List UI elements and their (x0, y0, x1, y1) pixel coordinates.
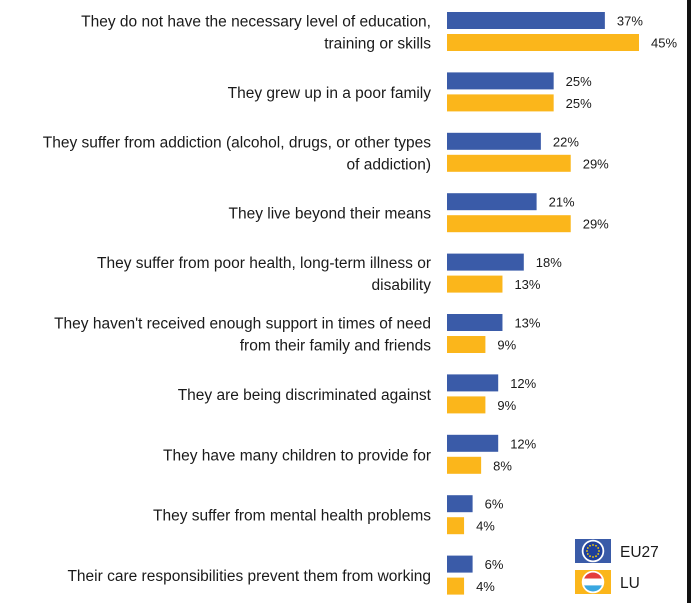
bar-eu27-3 (447, 193, 537, 211)
bar-eu27-4 (447, 253, 524, 271)
value-label-lu-2: 29% (583, 156, 609, 171)
bar-eu27-0 (447, 12, 605, 29)
window-edge (687, 0, 691, 603)
bar-eu27-2 (447, 132, 541, 150)
bar-eu27-6 (447, 374, 499, 392)
category-label-5: They haven't received enough support in … (54, 316, 431, 355)
value-label-eu27-3: 21% (549, 195, 575, 210)
legend-label-eu27: EU27 (620, 544, 659, 561)
value-label-eu27-4: 18% (536, 255, 562, 270)
category-label-1: They grew up in a poor family (228, 85, 432, 102)
category-label-9: Their care responsibilities prevent them… (67, 568, 431, 585)
bar-lu-9 (447, 577, 465, 595)
value-label-lu-0: 45% (651, 36, 677, 51)
value-label-eu27-0: 37% (617, 14, 643, 29)
legend-item-lu: LU (575, 570, 640, 594)
eu-flag-icon (581, 539, 605, 563)
value-label-eu27-8: 6% (485, 497, 504, 512)
value-label-eu27-7: 12% (510, 436, 536, 451)
value-label-lu-8: 4% (476, 519, 495, 534)
bar-eu27-9 (447, 555, 473, 573)
bar-lu-5 (447, 336, 486, 353)
value-label-lu-6: 9% (497, 398, 516, 413)
bar-lu-4 (447, 275, 503, 293)
legend-item-eu27: EU27 (575, 539, 659, 563)
category-label-6: They are being discriminated against (178, 387, 432, 404)
value-label-lu-3: 29% (583, 217, 609, 232)
value-label-eu27-2: 22% (553, 134, 579, 149)
bar-lu-3 (447, 215, 571, 233)
value-label-lu-7: 8% (493, 458, 512, 473)
value-label-eu27-1: 25% (566, 74, 592, 89)
value-label-lu-4: 13% (514, 277, 540, 292)
value-label-eu27-5: 13% (514, 316, 540, 331)
value-label-lu-1: 25% (566, 96, 592, 111)
category-label-0: They do not have the necessary level of … (81, 14, 431, 53)
bar-eu27-5 (447, 314, 503, 331)
legend-label-lu: LU (620, 575, 640, 592)
category-label-7: They have many children to provide for (163, 447, 431, 464)
category-label-2: They suffer from addiction (alcohol, dru… (43, 134, 432, 173)
bar-eu27-7 (447, 434, 499, 452)
bar-eu27-8 (447, 495, 473, 513)
value-label-lu-5: 9% (497, 338, 516, 353)
category-label-8: They suffer from mental health problems (153, 508, 431, 525)
bar-lu-8 (447, 517, 465, 535)
value-label-eu27-6: 12% (510, 376, 536, 391)
category-label-4: They suffer from poor health, long-term … (97, 255, 431, 294)
category-label-3: They live beyond their means (229, 206, 432, 223)
bar-eu27-1 (447, 72, 554, 90)
value-label-eu27-9: 6% (485, 557, 504, 572)
luxembourg-flag-icon (581, 570, 605, 594)
bar-lu-6 (447, 396, 486, 414)
value-label-lu-9: 4% (476, 579, 495, 594)
bar-lu-1 (447, 94, 554, 112)
bar-lu-0 (447, 34, 639, 51)
bar-lu-7 (447, 456, 482, 474)
bar-lu-2 (447, 154, 571, 172)
